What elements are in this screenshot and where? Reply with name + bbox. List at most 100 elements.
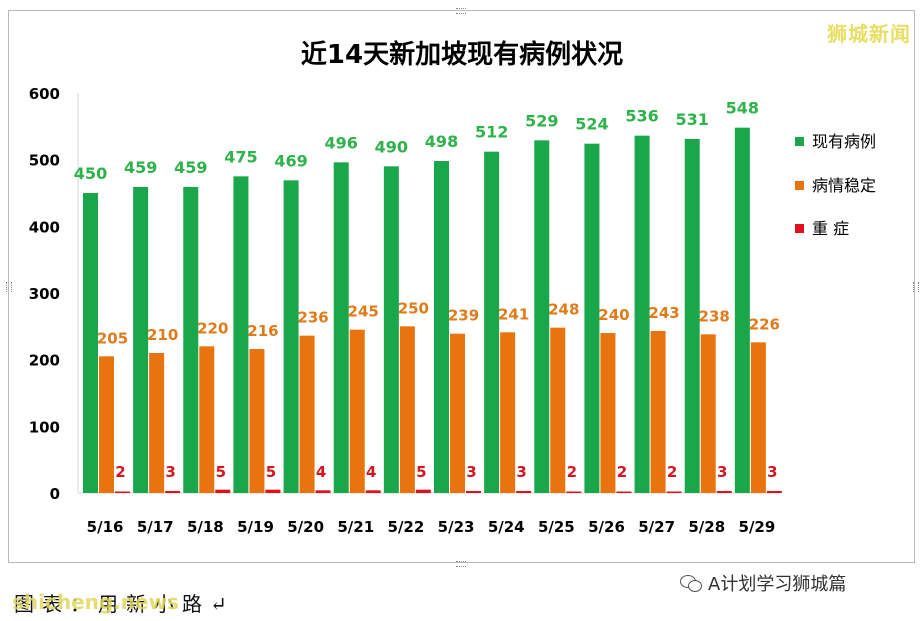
y-tick-label: 200: [29, 352, 60, 370]
footer-source: 图表：用新小路↵: [14, 592, 235, 616]
resize-handle-bottom[interactable]: [456, 561, 466, 567]
chart-title: 近14天新加坡现有病例状况: [301, 39, 623, 70]
data-label-current: 529: [525, 111, 558, 130]
data-label-severe: 3: [516, 463, 526, 481]
data-label-stable: 241: [498, 305, 529, 323]
bar-stable: [399, 326, 415, 493]
legend-label: 病情稳定: [812, 176, 876, 195]
bar-stable: [500, 332, 516, 493]
bar-stable: [700, 334, 716, 493]
account-name: A计划学习狮城篇: [708, 574, 847, 595]
watermark-top: 狮城新闻: [827, 22, 911, 46]
bar-current: [634, 135, 650, 493]
bar-current: [484, 151, 500, 493]
x-tick-label: 5/21: [337, 518, 374, 536]
y-tick-label: 100: [29, 418, 60, 436]
bar-severe: [466, 491, 481, 493]
x-tick-label: 5/18: [187, 518, 224, 536]
legend-swatch: [795, 224, 804, 233]
x-tick-label: 5/17: [137, 518, 174, 536]
data-label-stable: 240: [598, 306, 629, 324]
data-label-current: 469: [274, 151, 307, 170]
bar-severe: [215, 489, 231, 493]
bar-stable: [450, 333, 465, 493]
data-label-severe: 2: [667, 463, 677, 481]
data-label-stable: 248: [548, 301, 579, 319]
x-tick-label: 5/25: [538, 518, 575, 536]
x-tick-label: 5/27: [638, 518, 675, 536]
data-label-current: 536: [625, 107, 658, 126]
data-label-severe: 5: [216, 463, 226, 481]
footer-watermark: shicheng.news: [12, 590, 179, 614]
bar-current: [333, 162, 349, 494]
resize-handle-top[interactable]: [456, 8, 466, 14]
data-label-stable: 220: [197, 319, 228, 337]
data-label-stable: 236: [297, 309, 328, 327]
data-label-severe: 2: [617, 463, 627, 481]
data-label-stable: 205: [97, 329, 128, 347]
bar-current: [534, 140, 550, 494]
data-label-current: 475: [224, 147, 257, 166]
data-label-severe: 3: [165, 463, 175, 481]
data-label-stable: 250: [398, 299, 429, 317]
x-tick-label: 5/23: [438, 518, 475, 536]
resize-handle-right[interactable]: [913, 282, 919, 292]
bar-severe: [265, 489, 281, 493]
legend-label: 现有病例: [812, 132, 876, 151]
y-tick-label: 300: [29, 285, 60, 303]
bar-stable: [249, 349, 265, 493]
x-tick-label: 5/29: [739, 518, 776, 536]
bar-current: [684, 139, 700, 493]
x-tick-label: 5/22: [388, 518, 425, 536]
data-label-current: 498: [425, 132, 458, 151]
data-label-severe: 3: [717, 463, 727, 481]
bar-current: [434, 161, 449, 493]
bar-current: [283, 180, 299, 494]
data-label-current: 490: [375, 137, 408, 156]
bar-current: [584, 143, 600, 493]
bar-severe: [766, 491, 782, 493]
bar-severe: [666, 491, 682, 493]
y-tick-label: 500: [29, 152, 60, 170]
x-tick-label: 5/19: [237, 518, 274, 536]
data-label-severe: 2: [115, 463, 125, 481]
wechat-icon: [680, 574, 702, 592]
data-label-stable: 216: [247, 322, 278, 340]
resize-handle-left[interactable]: [6, 282, 12, 292]
bar-current: [133, 187, 149, 493]
bar-current: [233, 176, 249, 494]
bar-severe: [716, 491, 732, 493]
y-tick-labels: 0 100 200 300 400 500 600: [29, 85, 60, 503]
x-tick-label: 5/16: [87, 518, 124, 536]
bar-severe: [315, 490, 331, 493]
x-tick-labels: 5/16 5/17 5/18 5/19 5/20 5/21 5/22 5/23 5/24 5/25…: [87, 518, 776, 536]
bar-severe: [516, 491, 532, 493]
bar-stable: [299, 335, 315, 493]
data-label-stable: 210: [147, 326, 178, 344]
data-label-severe: 4: [316, 463, 326, 481]
bar-stable: [199, 346, 215, 493]
y-tick-label: 400: [29, 218, 60, 236]
data-label-stable: 243: [648, 304, 679, 322]
data-label-current: 524: [575, 115, 608, 134]
bar-severe: [616, 491, 632, 493]
data-label-stable: 226: [749, 315, 780, 333]
bar-severe: [566, 491, 582, 493]
y-tick-label: 0: [50, 485, 60, 503]
legend-label: 重 症: [812, 219, 849, 238]
data-label-stable: 238: [699, 307, 730, 325]
data-label-current: 548: [726, 99, 759, 118]
footer-account: A计划学习狮城篇: [680, 570, 846, 596]
bar-severe: [165, 491, 181, 493]
data-label-severe: 4: [366, 463, 376, 481]
data-labels: 4502052459210345922054752165469236449624…: [74, 99, 780, 481]
bar-stable: [99, 356, 114, 493]
y-tick-label: 600: [29, 85, 60, 103]
x-tick-label: 5/28: [688, 518, 725, 536]
bar-stable: [750, 342, 766, 493]
data-label-stable: 245: [348, 303, 379, 321]
x-tick-label: 5/20: [287, 518, 324, 536]
bar-stable: [349, 329, 365, 493]
